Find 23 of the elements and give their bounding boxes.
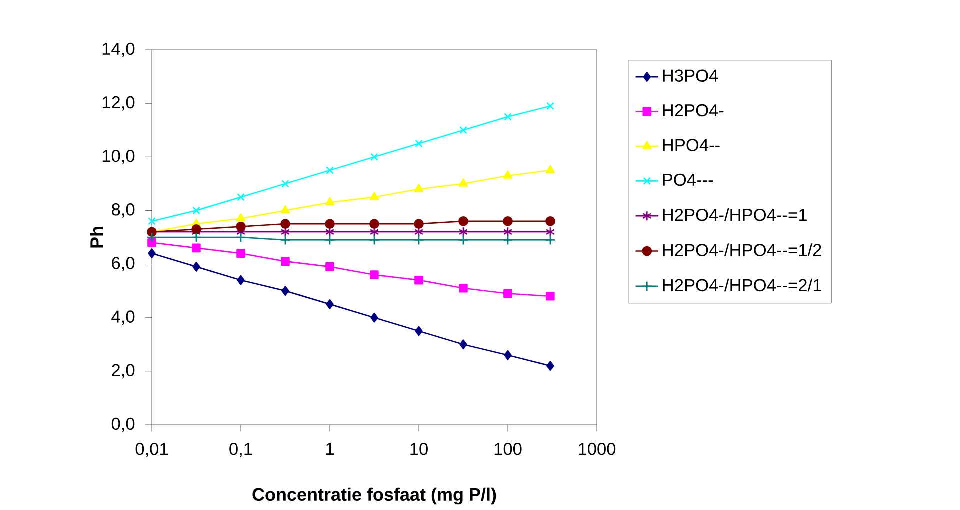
legend-label: H2PO4-/HPO4--=1	[663, 208, 807, 222]
x-axis-title: Concentratie fosfaat (mg P/l)	[252, 488, 496, 504]
y-tick-label: 4,0	[112, 310, 135, 325]
legend-label: H2PO4-	[663, 104, 724, 116]
x-tick-label: 1	[326, 442, 334, 455]
legend-label: H3PO4	[663, 69, 718, 82]
legend-label: HPO4--	[663, 138, 720, 152]
x-tick-label: 1000	[579, 442, 616, 456]
y-tick-label: 8,0	[112, 203, 135, 218]
legend-label: H2PO4-/HPO4--=2/1	[663, 278, 822, 292]
x-tick-label: 100	[494, 442, 522, 456]
y-tick-label: 12,0	[102, 96, 135, 110]
y-tick-label: 14,0	[102, 42, 135, 57]
legend-label: H2PO4-/HPO4--=1/2	[663, 243, 822, 256]
y-tick-label: 6,0	[112, 256, 135, 272]
x-tick-label: 0,1	[230, 442, 252, 458]
x-tick-label: 10	[410, 442, 428, 456]
legend-label: PO4---	[663, 174, 714, 186]
y-tick-label: 0,0	[112, 418, 135, 432]
y-tick-label: 2,0	[112, 364, 135, 378]
x-tick-label: 0,01	[136, 442, 168, 458]
y-axis-title: Ph	[90, 226, 104, 248]
y-tick-label: 10,0	[102, 150, 135, 164]
